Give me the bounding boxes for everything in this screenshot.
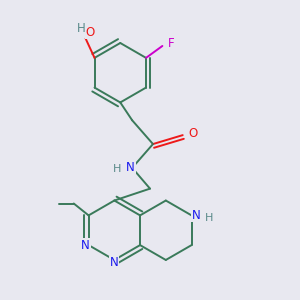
Text: O: O	[85, 26, 95, 38]
Text: F: F	[168, 37, 175, 50]
Text: H: H	[77, 22, 85, 34]
Text: N: N	[192, 209, 200, 222]
Text: H: H	[113, 164, 122, 174]
Text: H: H	[205, 213, 214, 224]
Text: O: O	[188, 127, 198, 140]
Text: N: N	[110, 256, 119, 269]
Text: N: N	[126, 161, 135, 174]
Text: N: N	[81, 238, 90, 252]
